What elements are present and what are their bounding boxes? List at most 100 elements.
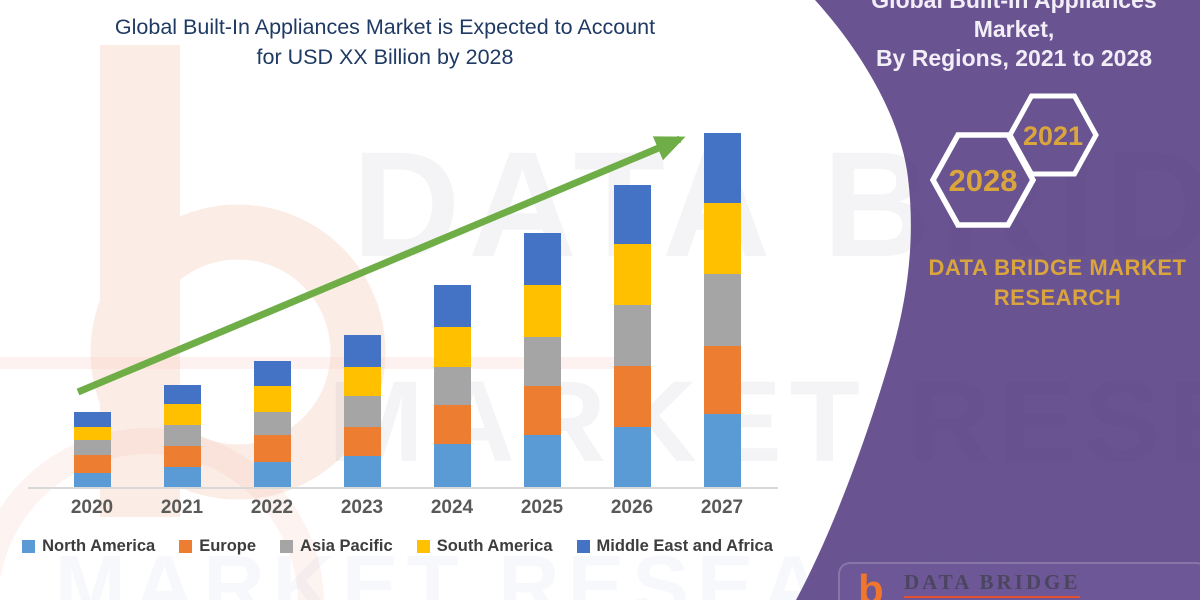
bar-segment: [73, 440, 111, 455]
bar-segment: [73, 412, 111, 427]
bar-column-2025: [497, 0, 587, 487]
logo-badge: b DATA BRIDGE MARKET RESEARCH: [838, 562, 1200, 600]
svg-text:b: b: [858, 570, 884, 600]
bar-segment: [343, 396, 381, 427]
legend-item: Asia Pacific: [280, 537, 393, 556]
legend-swatch: [22, 540, 36, 553]
bar-column-2024: [407, 0, 497, 487]
panel-title-line2: By Regions, 2021 to 2028: [875, 45, 1153, 71]
bar-segment: [433, 444, 471, 487]
bar-segment: [433, 367, 471, 405]
bar-segment: [253, 462, 291, 487]
x-axis-label: 2024: [430, 497, 474, 518]
legend-swatch: [280, 540, 294, 553]
bar-segment: [73, 455, 111, 473]
bar-segment: [73, 427, 111, 440]
x-axis-labels: 2020 2021 2022 2023 2024 2025 2026 2027: [47, 497, 767, 519]
legend-item: Europe: [179, 537, 256, 556]
hexagon-2028-label: 2028: [949, 163, 1018, 198]
bar-segment: [523, 435, 561, 487]
x-axis-label: 2025: [520, 497, 564, 518]
bar-column-2027: [677, 0, 767, 487]
x-axis-label: 2020: [70, 497, 114, 518]
bar-column-2020: [47, 0, 137, 487]
brand-text-line1: DATA BRIDGE MARKET: [928, 255, 1187, 280]
stacked-bar: [253, 361, 291, 487]
bar-column-2023: [317, 0, 407, 487]
logo-b-icon: b: [858, 570, 884, 600]
bar-column-2026: [587, 0, 677, 487]
logo-text-block: DATA BRIDGE MARKET RESEARCH: [904, 570, 1086, 600]
stacked-bar: [703, 133, 741, 487]
bar-segment: [613, 244, 651, 305]
legend-swatch: [576, 540, 590, 553]
bar-segment: [613, 427, 651, 487]
bar-segment: [253, 412, 291, 435]
bar-segment: [703, 203, 741, 274]
bar-segment: [163, 425, 201, 446]
bar-segment: [253, 361, 291, 386]
bar-segment: [253, 435, 291, 462]
stacked-bar: [613, 185, 651, 487]
chart-title: Global Built-In Appliances Market is Exp…: [55, 12, 715, 72]
x-axis-label: 2026: [610, 497, 654, 518]
hexagon-badges: 2021 2028: [929, 93, 1099, 228]
x-axis-label: 2027: [700, 497, 744, 518]
bar-segment: [163, 404, 201, 425]
bar-segment: [703, 346, 741, 414]
chart-title-line1: Global Built-In Appliances Market is Exp…: [114, 15, 656, 39]
legend-item: North America: [22, 537, 155, 556]
logo-name: DATA BRIDGE: [904, 570, 1081, 598]
bar-segment: [163, 467, 201, 487]
bar-segment: [163, 446, 201, 467]
bar-segment: [73, 473, 111, 487]
chart-legend: North America Europe Asia Pacific South Ame…: [10, 537, 785, 556]
stacked-bar: [73, 412, 111, 487]
legend-label: Europe: [199, 537, 257, 555]
chart-title-line2: for USD XX Billion by 2028: [256, 45, 514, 69]
brand-text: DATA BRIDGE MARKET RESEARCH: [870, 253, 1200, 313]
stacked-bar: [523, 233, 561, 487]
bars-area: [47, 0, 767, 487]
x-axis-label: 2021: [160, 497, 204, 518]
bar-segment: [523, 285, 561, 337]
legend-item: South America: [416, 537, 553, 556]
legend-swatch: [179, 540, 193, 553]
panel-title: Global Built-In Appliances Market, By Re…: [828, 0, 1200, 73]
stacked-bar: [163, 385, 201, 487]
bar-segment: [433, 405, 471, 444]
stacked-bar: [343, 335, 381, 487]
x-axis-line: [28, 487, 778, 489]
hexagon-2021-label: 2021: [1023, 121, 1083, 151]
legend-swatch: [416, 540, 430, 553]
panel-title-line1: Global Built-In Appliances Market,: [871, 0, 1157, 42]
bar-segment: [703, 274, 741, 346]
bar-segment: [613, 305, 651, 366]
brand-text-line2: RESEARCH: [993, 285, 1122, 310]
bar-segment: [523, 337, 561, 386]
legend-item: Middle East and Africa: [576, 537, 773, 556]
x-axis-label: 2022: [250, 497, 294, 518]
bar-segment: [163, 385, 201, 404]
x-axis-label: 2023: [340, 497, 384, 518]
legend-label: South America: [436, 537, 553, 555]
bar-segment: [433, 285, 471, 327]
legend-label: Middle East and Africa: [596, 537, 773, 555]
hexagon-2028: [929, 132, 1037, 228]
bar-segment: [523, 233, 561, 285]
bar-column-2021: [137, 0, 227, 487]
bar-segment: [343, 427, 381, 456]
stacked-bar: [433, 285, 471, 487]
bar-segment: [613, 185, 651, 244]
legend-label: Asia Pacific: [300, 537, 393, 555]
bar-column-2022: [227, 0, 317, 487]
legend-label: North America: [42, 537, 156, 555]
bar-segment: [433, 327, 471, 367]
bar-segment: [523, 386, 561, 435]
bar-segment: [343, 367, 381, 396]
bar-segment: [343, 335, 381, 367]
bar-segment: [253, 386, 291, 412]
bar-segment: [613, 366, 651, 427]
